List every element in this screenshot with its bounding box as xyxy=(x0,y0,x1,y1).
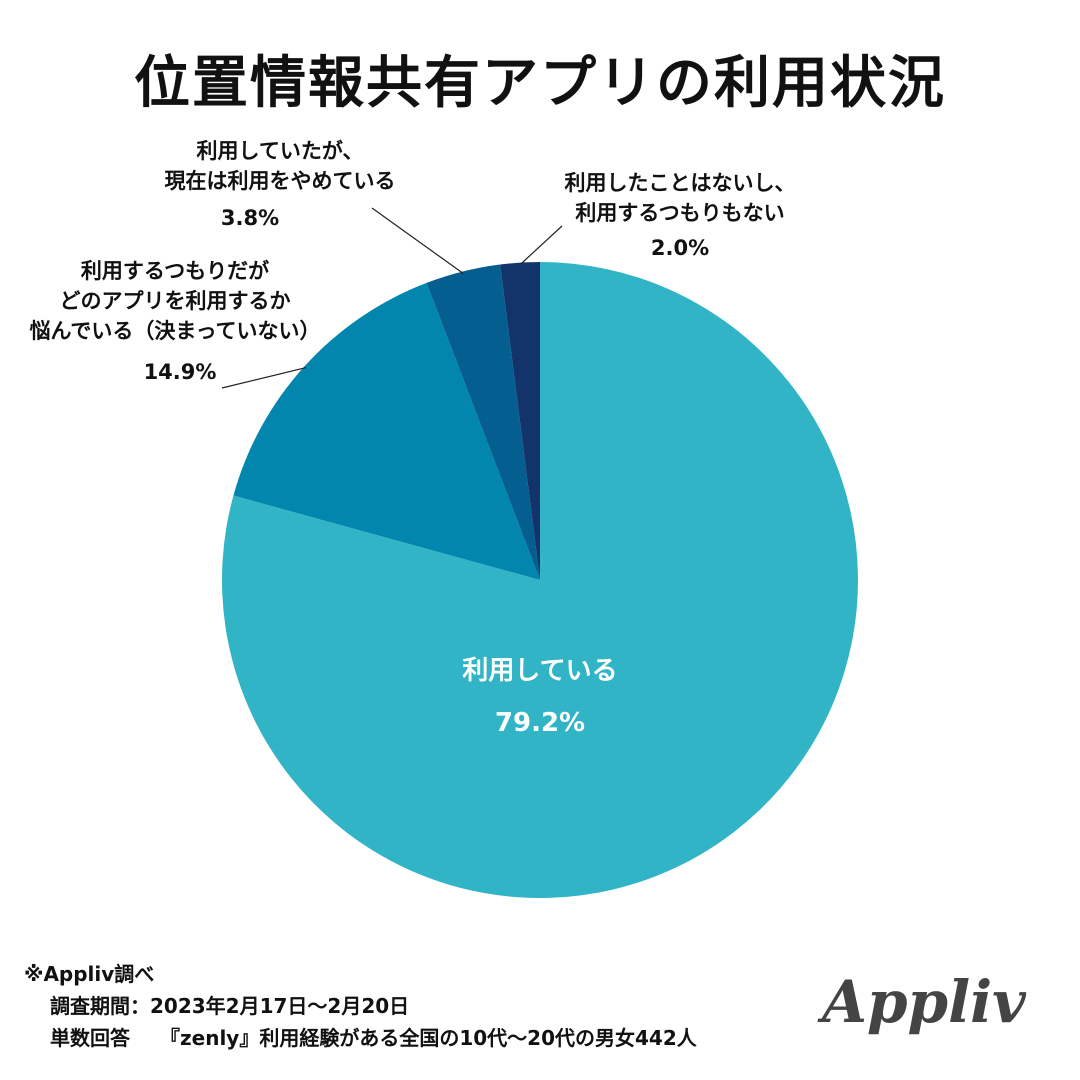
footer-notes: ※Appliv調べ 調査期間：2023年2月17日〜2月20日 単数回答 『zen… xyxy=(24,958,697,1054)
slice-pct-stopped: 3.8% xyxy=(220,206,280,230)
leader-line-never xyxy=(519,225,563,266)
leader-line-stopped xyxy=(371,207,464,274)
slice-pct-never: 2.0% xyxy=(650,236,710,260)
appliv-logo: Appliv xyxy=(822,968,1026,1036)
pie-slice-undecided xyxy=(233,282,540,580)
sample-type: 単数回答 xyxy=(50,1026,130,1050)
survey-sample: 単数回答 『zenly』利用経験がある全国の10代〜20代の男女442人 xyxy=(24,1022,697,1054)
page-title: 位置情報共有アプリの利用状況 xyxy=(134,51,946,116)
survey-period: 調査期間：2023年2月17日〜2月20日 xyxy=(50,994,410,1018)
source-note: ※Appliv調べ xyxy=(24,962,155,986)
slice-label-undecided: 利用するつもりだが どのアプリを利用するか 悩んでいる（決まっていない） xyxy=(29,259,321,343)
slice-label-stopped: 利用していたが、 現在は利用をやめている xyxy=(164,139,396,193)
sample-description: 『zenly』利用経験がある全国の10代〜20代の男女442人 xyxy=(160,1026,697,1050)
slice-label-using: 利用している xyxy=(462,656,618,686)
slice-pct-undecided: 14.9% xyxy=(143,360,217,384)
slice-label-never: 利用したことはないし、 利用するつもりもない xyxy=(564,171,796,225)
leader-line-undecided xyxy=(221,366,307,389)
pie-slice-stopped xyxy=(426,264,540,580)
pie-slice-never xyxy=(500,262,540,580)
slice-pct-using: 79.2% xyxy=(494,708,586,738)
